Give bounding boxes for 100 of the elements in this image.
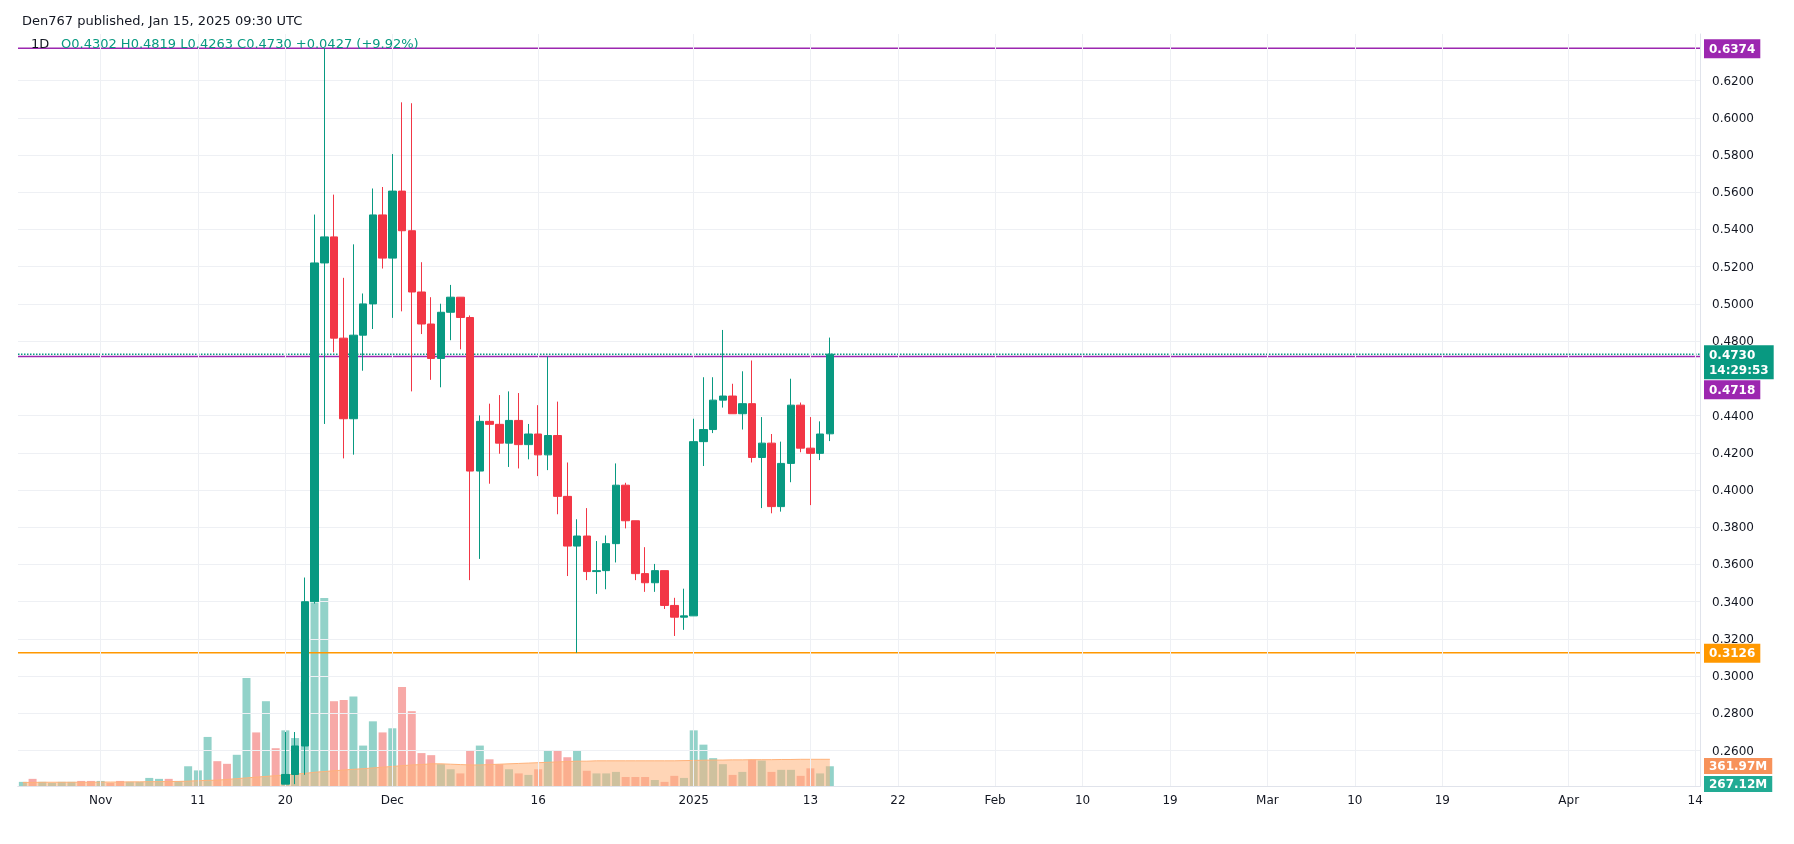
bar bbox=[611, 771, 620, 786]
y-tick-label: 0.5200 bbox=[1712, 259, 1754, 274]
x-tick-label: 10 bbox=[1347, 793, 1363, 807]
bar bbox=[427, 755, 436, 786]
bar bbox=[456, 773, 465, 786]
candlestick bbox=[583, 507, 591, 581]
bar bbox=[592, 773, 601, 786]
bar bbox=[748, 759, 757, 786]
x-tick-label: Mar bbox=[1256, 793, 1279, 807]
bar bbox=[48, 782, 57, 786]
candlestick bbox=[388, 153, 397, 319]
bar bbox=[213, 761, 222, 786]
chart-title: 1D bbox=[31, 36, 50, 51]
chart-subtitle: O0.4302 H0.4819 L0.4263 C0.4730 +0.0427 (+9.92%) bbox=[61, 36, 419, 51]
y-tick-label: 0.5800 bbox=[1712, 147, 1754, 162]
bar bbox=[329, 701, 338, 786]
bar bbox=[786, 769, 795, 786]
bar bbox=[436, 764, 445, 786]
bar bbox=[475, 745, 484, 786]
text: 361.97M bbox=[1709, 759, 1768, 773]
x-tick-label: 22 bbox=[890, 793, 906, 807]
bar bbox=[359, 745, 368, 786]
bar bbox=[271, 748, 280, 786]
candlestick bbox=[787, 378, 795, 483]
ref-line-label: 0.6374 bbox=[1709, 41, 1756, 56]
bar bbox=[339, 700, 348, 786]
y-tick-label: 0.4000 bbox=[1712, 483, 1754, 498]
bar bbox=[184, 766, 193, 786]
candlestick bbox=[748, 359, 756, 463]
text: Den767 published, Jan 15, 2025 09:30 UTC bbox=[22, 13, 303, 28]
bar bbox=[543, 750, 552, 786]
ref-line-label: 0.4730 14:29:53 bbox=[1709, 347, 1769, 377]
y-tick-label: 0.4400 bbox=[1712, 408, 1754, 423]
bar bbox=[738, 771, 747, 786]
candlestick bbox=[476, 414, 484, 560]
bar bbox=[504, 769, 513, 786]
bar bbox=[582, 770, 591, 786]
bar bbox=[718, 764, 727, 786]
candlestick bbox=[728, 383, 737, 415]
y-tick-label: 0.2600 bbox=[1712, 743, 1754, 758]
y-tick-label: 0.2800 bbox=[1712, 706, 1754, 721]
y-tick-label: 0.5600 bbox=[1712, 185, 1754, 200]
x-tick-label: 2025 bbox=[678, 793, 709, 807]
candlestick bbox=[505, 390, 513, 468]
y-tick-label: 0.3600 bbox=[1712, 557, 1754, 572]
y-tick-label: 0.4200 bbox=[1712, 445, 1754, 460]
candlestick bbox=[534, 404, 542, 477]
bar bbox=[816, 773, 825, 786]
bar bbox=[466, 750, 475, 786]
bar bbox=[641, 776, 650, 786]
candlestick bbox=[767, 433, 776, 514]
y-tick-label: 0.3000 bbox=[1712, 669, 1754, 684]
bar bbox=[378, 732, 387, 786]
y-tick-label: 0.3800 bbox=[1712, 520, 1754, 535]
bar bbox=[573, 750, 582, 786]
bar bbox=[398, 686, 407, 786]
bar bbox=[203, 736, 212, 786]
ref-line-label: 0.4718 bbox=[1709, 382, 1756, 397]
bar bbox=[514, 773, 523, 786]
candlestick bbox=[612, 462, 620, 563]
candlestick bbox=[777, 441, 785, 513]
y-tick-label: 0.5400 bbox=[1712, 222, 1754, 237]
x-tick-label: Feb bbox=[984, 793, 1006, 807]
x-tick-label: 14 bbox=[1687, 793, 1703, 807]
x-tick-label: Nov bbox=[88, 793, 113, 807]
y-tick-label: 0.3200 bbox=[1712, 631, 1754, 646]
candlestick bbox=[514, 392, 523, 469]
bar bbox=[446, 769, 455, 786]
y-tick-label: 0.6000 bbox=[1712, 110, 1754, 125]
candlestick bbox=[378, 186, 387, 270]
x-tick-label: Dec bbox=[380, 793, 404, 807]
candlestick bbox=[816, 420, 824, 461]
y-tick-label: 0.3400 bbox=[1712, 594, 1754, 609]
bar bbox=[349, 696, 358, 786]
bar bbox=[368, 721, 377, 786]
y-tick-label: 0.4800 bbox=[1712, 334, 1754, 349]
text: 267.12M bbox=[1709, 777, 1768, 791]
x-tick-label: 19 bbox=[1162, 793, 1178, 807]
candlestick bbox=[524, 423, 533, 460]
y-tick-label: 0.6200 bbox=[1712, 73, 1754, 88]
bar bbox=[709, 758, 718, 786]
ref-line-label: 0.3126 bbox=[1709, 646, 1756, 661]
x-tick-label: 11 bbox=[190, 793, 206, 807]
bar bbox=[825, 766, 834, 786]
x-tick-label: 19 bbox=[1434, 793, 1450, 807]
candlestick bbox=[369, 188, 377, 330]
candlestick bbox=[398, 101, 406, 312]
bar bbox=[223, 763, 232, 786]
bar bbox=[650, 779, 659, 786]
bar bbox=[252, 732, 261, 786]
y-tick-label: 0.5000 bbox=[1712, 296, 1754, 311]
x-tick-label: 16 bbox=[530, 793, 546, 807]
bar bbox=[757, 760, 766, 786]
bar bbox=[602, 773, 611, 786]
x-tick-label: 20 bbox=[277, 793, 294, 807]
bar bbox=[261, 701, 270, 786]
bar bbox=[524, 774, 533, 786]
candlestick bbox=[651, 563, 659, 593]
x-tick-label: 10 bbox=[1074, 793, 1091, 807]
bar bbox=[777, 769, 786, 786]
